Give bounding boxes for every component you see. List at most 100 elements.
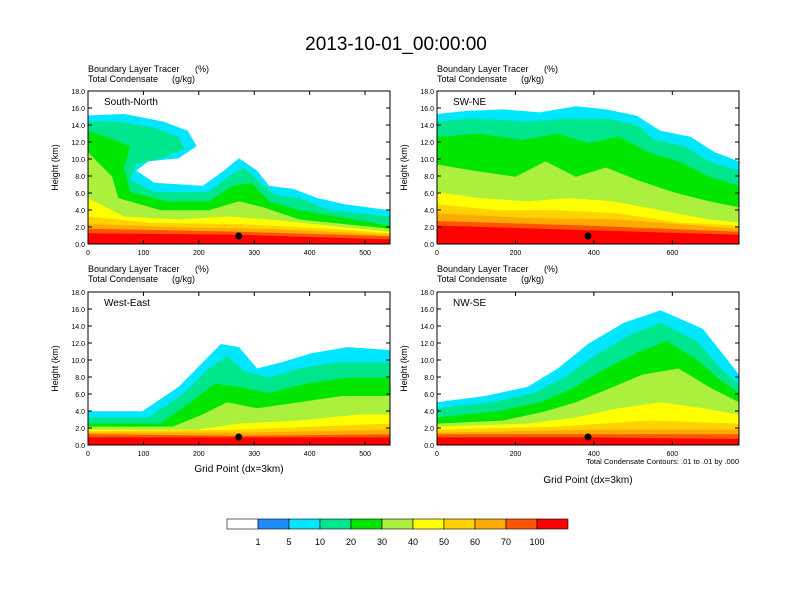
y-tick-label: 4.0 [424, 208, 434, 215]
colorbar-label: 70 [501, 537, 511, 547]
field-unit: (%) [544, 264, 558, 274]
field-label: Boundary Layer Tracer [88, 264, 180, 274]
tracer-field [437, 292, 739, 445]
field-unit: (%) [195, 264, 209, 274]
colorbar-label: 60 [470, 537, 480, 547]
y-tick-label: 0.0 [424, 242, 434, 249]
contour-label: Total Condensate [88, 74, 158, 84]
y-tick-label: 6.0 [75, 392, 85, 399]
colorbar-label: 100 [529, 537, 544, 547]
y-tick-label: 0.0 [424, 443, 434, 450]
y-tick-label: 10.0 [420, 157, 434, 164]
y-tick-label: 16.0 [71, 307, 85, 314]
y-axis-label: Height (km) [399, 345, 409, 392]
y-tick-label: 2.0 [75, 225, 85, 232]
x-tick-label: 0 [86, 451, 90, 458]
y-tick-label: 12.0 [420, 140, 434, 147]
contour-note: Total Condensate Contours: .01 to .01 by… [586, 457, 739, 466]
colorbar-swatch [381, 518, 414, 530]
y-tick-label: 12.0 [420, 341, 434, 348]
x-tick-label: 0 [435, 250, 439, 257]
y-tick-label: 4.0 [424, 409, 434, 416]
y-tick-label: 8.0 [424, 375, 434, 382]
contour-unit: (g/kg) [172, 274, 195, 284]
y-tick-label: 0.0 [75, 443, 85, 450]
y-tick-label: 18.0 [420, 89, 434, 96]
y-tick-label: 18.0 [420, 290, 434, 297]
plot-area: 0.0 2.0 4.0 6.0 8.0 10.0 12.0 14.0 16.0 18.0 Heigh… [399, 290, 740, 458]
y-axis-label: Height (km) [50, 144, 60, 191]
y-tick-label: 4.0 [75, 409, 85, 416]
y-tick-label: 14.0 [420, 324, 434, 331]
colorbar-swatch [226, 518, 259, 530]
y-tick-label: 6.0 [424, 191, 434, 198]
field-unit: (%) [544, 64, 558, 74]
location-marker [584, 433, 592, 441]
x-tick-label: 300 [248, 451, 260, 458]
panel-south-north: Boundary Layer Tracer (%) Total Condensa… [50, 64, 391, 257]
plot-area: 0.0 2.0 4.0 6.0 8.0 10.0 12.0 14.0 16.0 18.0 Heigh… [50, 290, 391, 458]
field-unit: (%) [195, 64, 209, 74]
x-tick-label: 600 [666, 451, 678, 458]
x-tick-label: 200 [193, 451, 205, 458]
contour-unit: (g/kg) [521, 74, 544, 84]
colorbar-label: 10 [315, 537, 325, 547]
colorbar-label: 40 [408, 537, 418, 547]
field-label: Boundary Layer Tracer [437, 64, 529, 74]
contour-unit: (g/kg) [172, 74, 195, 84]
panel-nw-se: Boundary Layer Tracer (%) Total Condensa… [399, 264, 740, 486]
contour-unit: (g/kg) [521, 274, 544, 284]
panel-west-east: Boundary Layer Tracer (%) Total Condensa… [50, 264, 391, 475]
colorbar-label: 30 [377, 537, 387, 547]
plot-frame [87, 90, 391, 245]
y-tick-label: 14.0 [71, 324, 85, 331]
y-tick-label: 2.0 [75, 426, 85, 433]
tracer-field [88, 91, 390, 244]
plot-area: 0.0 2.0 4.0 6.0 8.0 10.0 12.0 14.0 16.0 18.0 Heigh… [399, 89, 740, 257]
y-tick-label: 6.0 [424, 392, 434, 399]
x-axis-label: Grid Point (dx=3km) [194, 464, 283, 475]
y-tick-label: 4.0 [75, 208, 85, 215]
colorbar-label: 1 [255, 537, 260, 547]
colorbar: 1 5 10 20 30 40 50 60 70 100 [226, 518, 569, 547]
colorbar-label: 5 [286, 537, 291, 547]
colorbar-label: 20 [346, 537, 356, 547]
plot-area: 0.0 2.0 4.0 6.0 8.0 10.0 12.0 14.0 16.0 18.0 Heigh… [50, 89, 391, 257]
panel-label: West-East [104, 298, 150, 309]
contour-label: Total Condensate [437, 74, 507, 84]
y-tick-label: 18.0 [71, 89, 85, 96]
figure-title: 2013-10-01_00:00:00 [305, 34, 487, 55]
location-marker [235, 232, 243, 240]
colorbar-swatch [257, 518, 290, 530]
contour-label: Total Condensate [88, 274, 158, 284]
colorbar-label: 50 [439, 537, 449, 547]
y-tick-label: 2.0 [424, 426, 434, 433]
plot-frame [436, 90, 740, 245]
y-tick-label: 6.0 [75, 191, 85, 198]
x-tick-label: 500 [359, 451, 371, 458]
tracer-layer [437, 437, 739, 445]
panel-label: South-North [104, 97, 158, 108]
plot-frame [436, 291, 740, 446]
panel-label: NW-SE [453, 298, 486, 309]
field-label: Boundary Layer Tracer [437, 264, 529, 274]
x-tick-label: 100 [138, 451, 150, 458]
colorbar-swatch [288, 518, 321, 530]
y-tick-label: 14.0 [420, 123, 434, 130]
x-tick-label: 500 [359, 250, 371, 257]
y-tick-label: 12.0 [71, 140, 85, 147]
y-tick-label: 16.0 [420, 106, 434, 113]
location-marker [584, 232, 592, 240]
panel-sw-ne: Boundary Layer Tracer (%) Total Condensa… [399, 64, 740, 257]
colorbar-swatch [319, 518, 352, 530]
tracer-field [88, 292, 390, 445]
tracer-layer [88, 437, 390, 445]
x-tick-label: 100 [138, 250, 150, 257]
colorbar-swatch [412, 518, 445, 530]
y-tick-label: 10.0 [420, 358, 434, 365]
x-tick-label: 200 [510, 250, 522, 257]
x-tick-label: 0 [435, 451, 439, 458]
x-tick-label: 600 [666, 250, 678, 257]
plot-frame [87, 291, 391, 446]
